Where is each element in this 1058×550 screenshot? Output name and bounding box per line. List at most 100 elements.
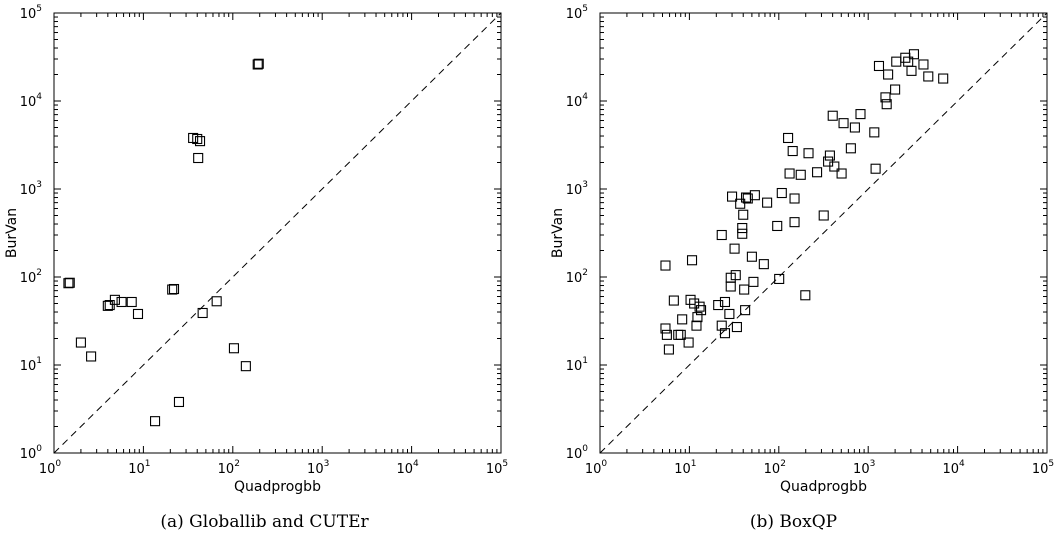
- data-point: [800, 290, 811, 301]
- data-point: [849, 122, 860, 133]
- data-point: [827, 110, 838, 121]
- data-point: [795, 169, 806, 180]
- data-point: [663, 344, 674, 355]
- data-point: [749, 190, 760, 201]
- y-tick-label: 105: [20, 4, 42, 22]
- data-point: [740, 305, 751, 316]
- data-point: [660, 323, 671, 334]
- data-point: [126, 296, 137, 308]
- data-point: [731, 321, 742, 333]
- y-tick-label: 101: [20, 356, 42, 374]
- data-point: [873, 60, 885, 72]
- data-point: [918, 59, 929, 70]
- data-point: [253, 58, 264, 69]
- data-point: [803, 148, 814, 159]
- scatter-plot-b: 100 101 102 103 104 105 100 101 102 103 104 105 Quad…: [550, 4, 1054, 495]
- x-tick-label: 100: [39, 459, 62, 477]
- data-point: [891, 56, 902, 67]
- data-point: [228, 343, 239, 354]
- data-point: [192, 133, 203, 145]
- data-point: [673, 329, 684, 340]
- data-point: [716, 320, 727, 331]
- chart-panel-a: 100 101 102 103 104 105 100 101 102 103 104 105 Quad…: [4, 4, 508, 532]
- x-axis-label: Quadprogbb: [780, 479, 867, 495]
- y-axis-label: BurVan: [4, 208, 20, 258]
- data-point: [668, 295, 679, 306]
- scatter-plot-a: 100 101 102 103 104 105 100 101 102 103 104 105 Quad…: [4, 4, 508, 495]
- data-point: [660, 260, 671, 271]
- data-point: [737, 222, 748, 234]
- data-point: [193, 152, 204, 164]
- data-point: [116, 296, 127, 308]
- data-point: [194, 136, 206, 147]
- y-tick-label: 100: [566, 444, 589, 462]
- data-point: [691, 320, 702, 331]
- data-point: [789, 217, 800, 228]
- data-point: [729, 243, 740, 254]
- data-point: [772, 220, 783, 232]
- data-point: [762, 197, 773, 208]
- axis-ticks: [599, 12, 1048, 454]
- x-tick-label: 102: [764, 459, 786, 477]
- data-point: [739, 284, 750, 295]
- data-point: [923, 71, 934, 82]
- plot-frame: [599, 12, 1048, 454]
- caption-b: (b) BoxQP: [749, 512, 838, 532]
- data-point: [685, 294, 696, 305]
- data-point: [713, 300, 724, 311]
- data-point: [746, 251, 757, 262]
- data-point: [683, 337, 694, 348]
- data-point: [735, 198, 746, 209]
- data-point: [787, 145, 798, 157]
- data-point: [908, 49, 920, 60]
- y-tick-label: 102: [566, 268, 588, 286]
- data-point: [883, 69, 894, 80]
- data-point: [75, 337, 86, 348]
- data-point: [812, 167, 823, 178]
- data-point: [689, 298, 700, 309]
- data-point: [686, 255, 698, 266]
- data-point: [724, 308, 735, 320]
- diagonal-reference-line: [599, 12, 1048, 454]
- data-point: [836, 168, 847, 179]
- data-point: [738, 209, 749, 220]
- data-point: [109, 294, 120, 305]
- x-tick-label: 100: [585, 459, 608, 477]
- y-tick-label: 103: [566, 180, 588, 198]
- x-tick-label: 101: [674, 459, 696, 477]
- data-point: [661, 329, 672, 340]
- data-point: [737, 228, 748, 239]
- axis-ticks: [53, 12, 502, 454]
- x-tick-label: 105: [1032, 459, 1054, 477]
- x-tick-label: 104: [942, 459, 965, 477]
- data-point: [900, 52, 911, 63]
- y-tick-label: 104: [20, 92, 43, 110]
- y-tick-label: 101: [566, 356, 588, 374]
- x-tick-label: 101: [128, 459, 150, 477]
- data-point: [694, 301, 705, 312]
- data-point: [211, 296, 222, 307]
- data-point: [890, 84, 901, 95]
- data-point: [774, 273, 785, 285]
- data-point: [776, 187, 787, 199]
- x-tick-label: 102: [218, 459, 240, 477]
- x-axis-label: Quadprogbb: [234, 479, 321, 495]
- data-point: [725, 281, 736, 292]
- data-point: [730, 270, 741, 281]
- data-point: [86, 351, 97, 362]
- data-point: [845, 143, 856, 154]
- data-point: [855, 109, 866, 120]
- data-point: [870, 163, 881, 174]
- data-point: [197, 307, 208, 319]
- data-point: [789, 193, 800, 204]
- data-point: [818, 210, 829, 221]
- data-point: [240, 361, 251, 372]
- data-point: [881, 99, 892, 110]
- data-point: [675, 329, 686, 340]
- data-point: [677, 314, 688, 325]
- data-point: [938, 73, 949, 84]
- data-point: [696, 305, 707, 316]
- caption-a: (a) Globallib and CUTEr: [160, 512, 369, 532]
- data-point: [132, 308, 144, 320]
- data-point: [906, 65, 917, 76]
